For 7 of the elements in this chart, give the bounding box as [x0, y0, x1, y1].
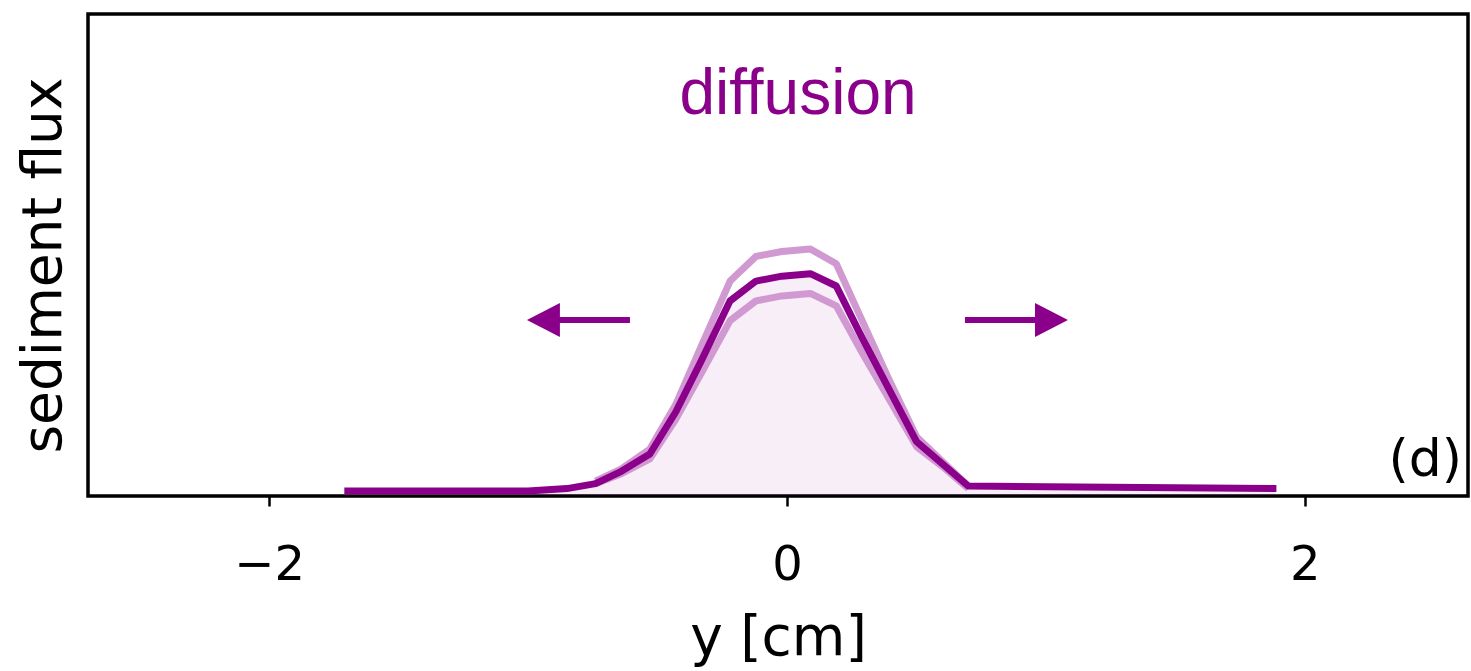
- x-tick-label: 0: [772, 534, 803, 591]
- text: diffusion: [679, 56, 917, 128]
- x-axis-title: y [cm]: [690, 603, 867, 668]
- annotation: (d): [1388, 428, 1462, 488]
- y-axis-title: sediment flux: [9, 77, 74, 454]
- x-tick-label: −2: [234, 534, 306, 591]
- x-tick-label: 2: [1290, 534, 1321, 591]
